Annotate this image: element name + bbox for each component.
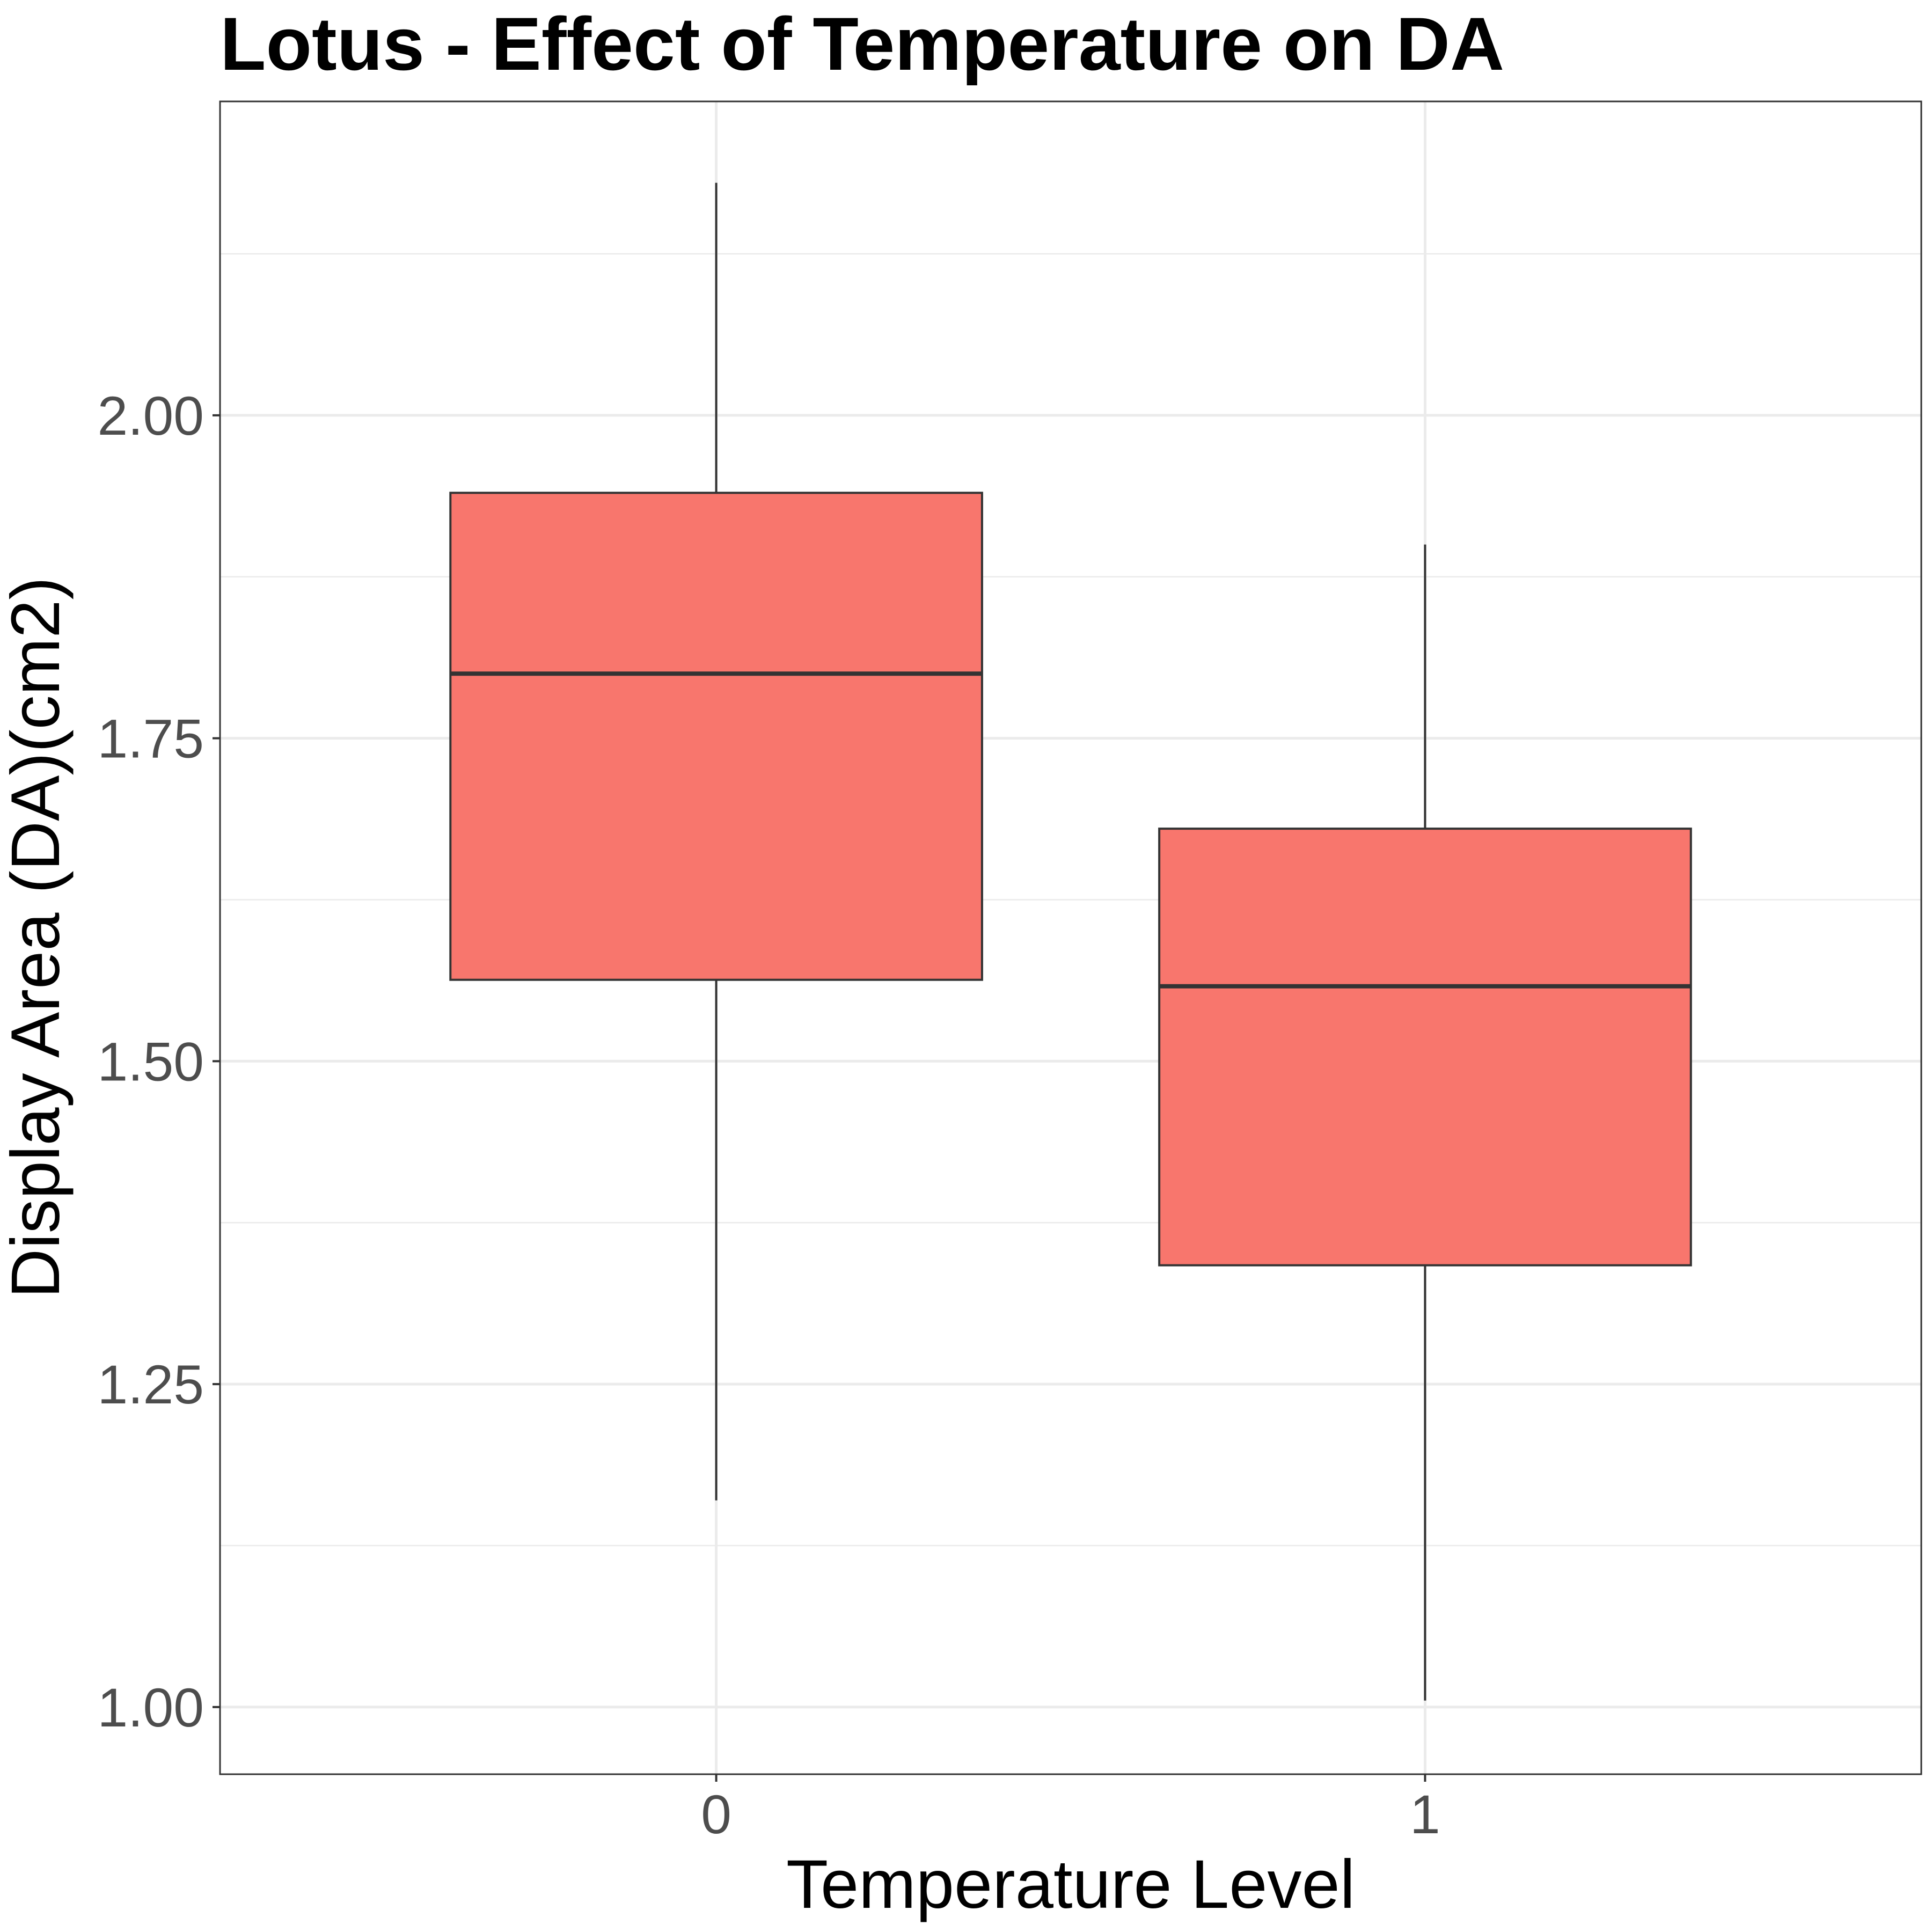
y-tick-label: 1.50	[97, 1031, 204, 1092]
boxplot-series	[449, 182, 1692, 1701]
y-tick-label: 1.75	[97, 708, 204, 770]
y-tick-label: 1.00	[97, 1677, 204, 1738]
x-tick-label: 0	[701, 1784, 731, 1845]
chart-title: Lotus - Effect of Temperature on DA	[220, 2, 1504, 86]
panel-border	[219, 100, 1922, 1775]
y-tick-label: 2.00	[97, 385, 204, 447]
y-axis-title: Display Area (DA)(cm2)	[0, 577, 74, 1298]
box	[1158, 828, 1692, 1267]
box	[449, 492, 983, 981]
axes: 1.00 1.25 1.50 1.75 2.00 0 1	[97, 385, 1440, 1845]
y-tick-label: 1.25	[97, 1354, 204, 1415]
x-axis-title: Temperature Level	[786, 1846, 1355, 1923]
x-tick-label: 1	[1410, 1784, 1440, 1845]
